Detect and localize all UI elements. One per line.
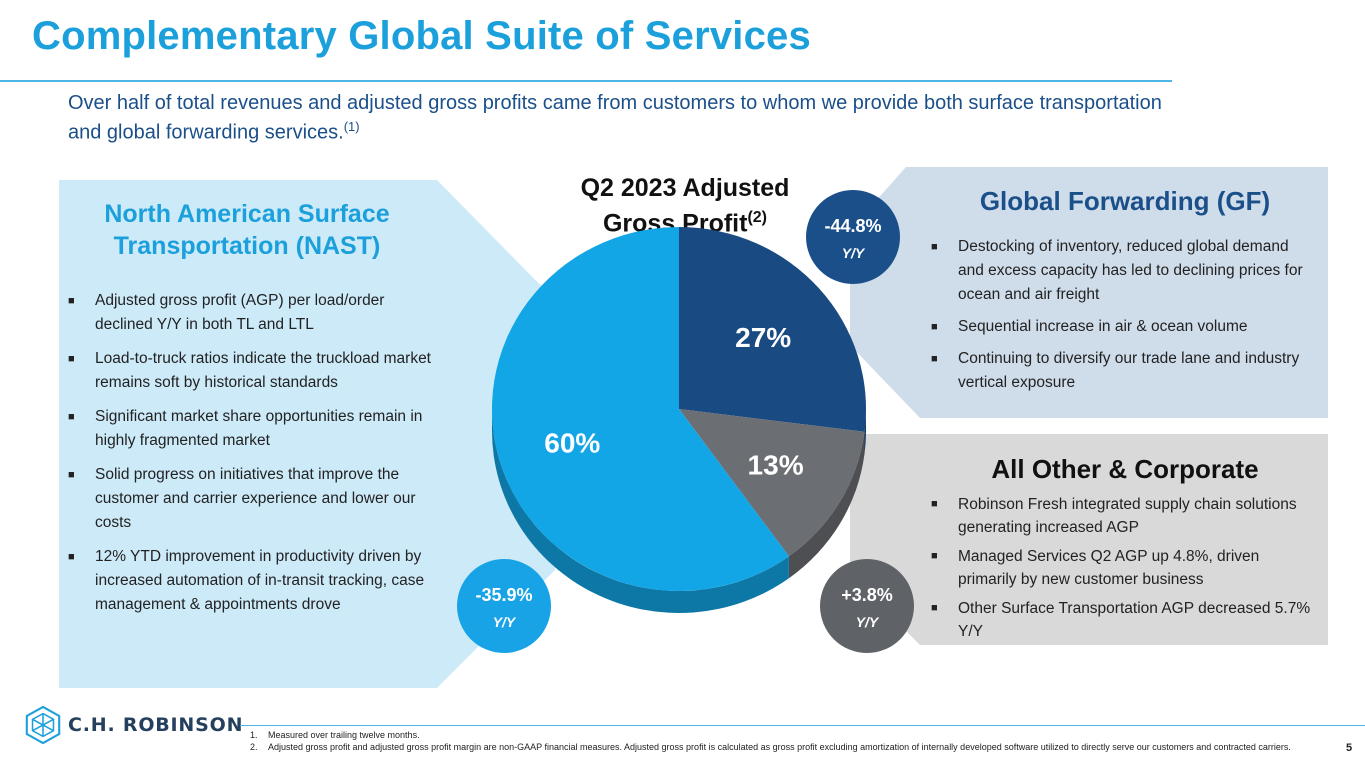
nast-change-value: -35.9% <box>475 585 533 605</box>
nast-change-badge: -35.9% Y/Y <box>457 559 551 653</box>
footnote-text: Adjusted gross profit and adjusted gross… <box>268 742 1291 752</box>
footnote-number: 2. <box>250 742 258 752</box>
gf-title: Global Forwarding (GF) <box>979 186 1271 216</box>
nast-bullet-list: Adjusted gross profit (AGP) per load/ord… <box>68 289 433 627</box>
title-divider <box>0 80 1172 82</box>
pie-slice <box>492 226 789 591</box>
page-title: Complementary Global Suite of Services <box>32 14 811 58</box>
footnote-item: 2. Adjusted gross profit and adjusted gro… <box>250 742 1300 753</box>
gf-change-badge: -44.8% Y/Y <box>806 190 900 284</box>
footnote-item: 1. Measured over trailing twelve months. <box>250 730 1300 741</box>
pie-slices <box>492 226 866 591</box>
nast-bullet: Significant market share opportunities r… <box>68 405 433 453</box>
footnotes: 1. Measured over trailing twelve months. … <box>250 730 1300 754</box>
pie-slice-label: 27% <box>735 322 791 353</box>
nast-bullet: 12% YTD improvement in productivity driv… <box>68 545 433 617</box>
chart-title-footnote-ref: (2) <box>747 209 768 226</box>
other-title: All Other & Corporate <box>991 454 1259 484</box>
pie-slice-label: 60% <box>544 428 600 459</box>
gf-bullet: Continuing to diversify our trade lane a… <box>931 347 1316 395</box>
gf-bullet-list: Destocking of inventory, reduced global … <box>931 235 1316 403</box>
pie-depth <box>491 409 867 614</box>
gf-change-label: Y/Y <box>841 245 865 261</box>
footnote-text: Measured over trailing twelve months. <box>268 730 420 740</box>
gf-bullet: Destocking of inventory, reduced global … <box>931 235 1316 307</box>
other-change-badge: +3.8% Y/Y <box>820 559 914 653</box>
subtitle-footnote-ref: (1) <box>343 119 360 134</box>
pie-slice <box>679 409 865 557</box>
pie-slice-side <box>864 409 867 454</box>
nast-bullet: Adjusted gross profit (AGP) per load/ord… <box>68 289 433 337</box>
pie-labels: 27% 13% 60% <box>544 322 803 481</box>
other-bullet: Other Surface Transportation AGP decreas… <box>931 597 1316 643</box>
chr-hexagon-icon <box>25 705 61 745</box>
chart-title: Q2 2023 Adjusted Gross Profit(2) <box>545 174 825 238</box>
gf-change-value: -44.8% <box>824 216 882 236</box>
pie-slice-side <box>788 431 865 579</box>
nast-title: North American Surface Transportation (N… <box>104 200 390 260</box>
other-bullet: Robinson Fresh integrated supply chain s… <box>931 493 1316 539</box>
footer-divider <box>240 725 1365 726</box>
other-change-value: +3.8% <box>841 585 893 605</box>
subtitle: Over half of total revenues and adjusted… <box>68 92 1178 145</box>
chart-title-text: Q2 2023 Adjusted Gross Profit <box>580 174 790 238</box>
footnote-number: 1. <box>250 730 258 740</box>
nast-bullet: Solid progress on initiatives that impro… <box>68 463 433 535</box>
page-number: 5 <box>1346 742 1353 754</box>
other-bullet: Managed Services Q2 AGP up 4.8%, driven … <box>931 545 1316 591</box>
pie-slice-label: 13% <box>748 450 804 481</box>
other-change-label: Y/Y <box>855 614 879 630</box>
company-logo-text: C.H. ROBINSON <box>68 714 244 736</box>
gf-bullet: Sequential increase in air & ocean volum… <box>931 315 1316 339</box>
other-bullet-list: Robinson Fresh integrated supply chain s… <box>931 493 1316 649</box>
nast-bullet: Load-to-truck ratios indicate the truckl… <box>68 347 433 395</box>
nast-change-label: Y/Y <box>492 614 516 630</box>
subtitle-text: Over half of total revenues and adjusted… <box>68 92 1162 144</box>
